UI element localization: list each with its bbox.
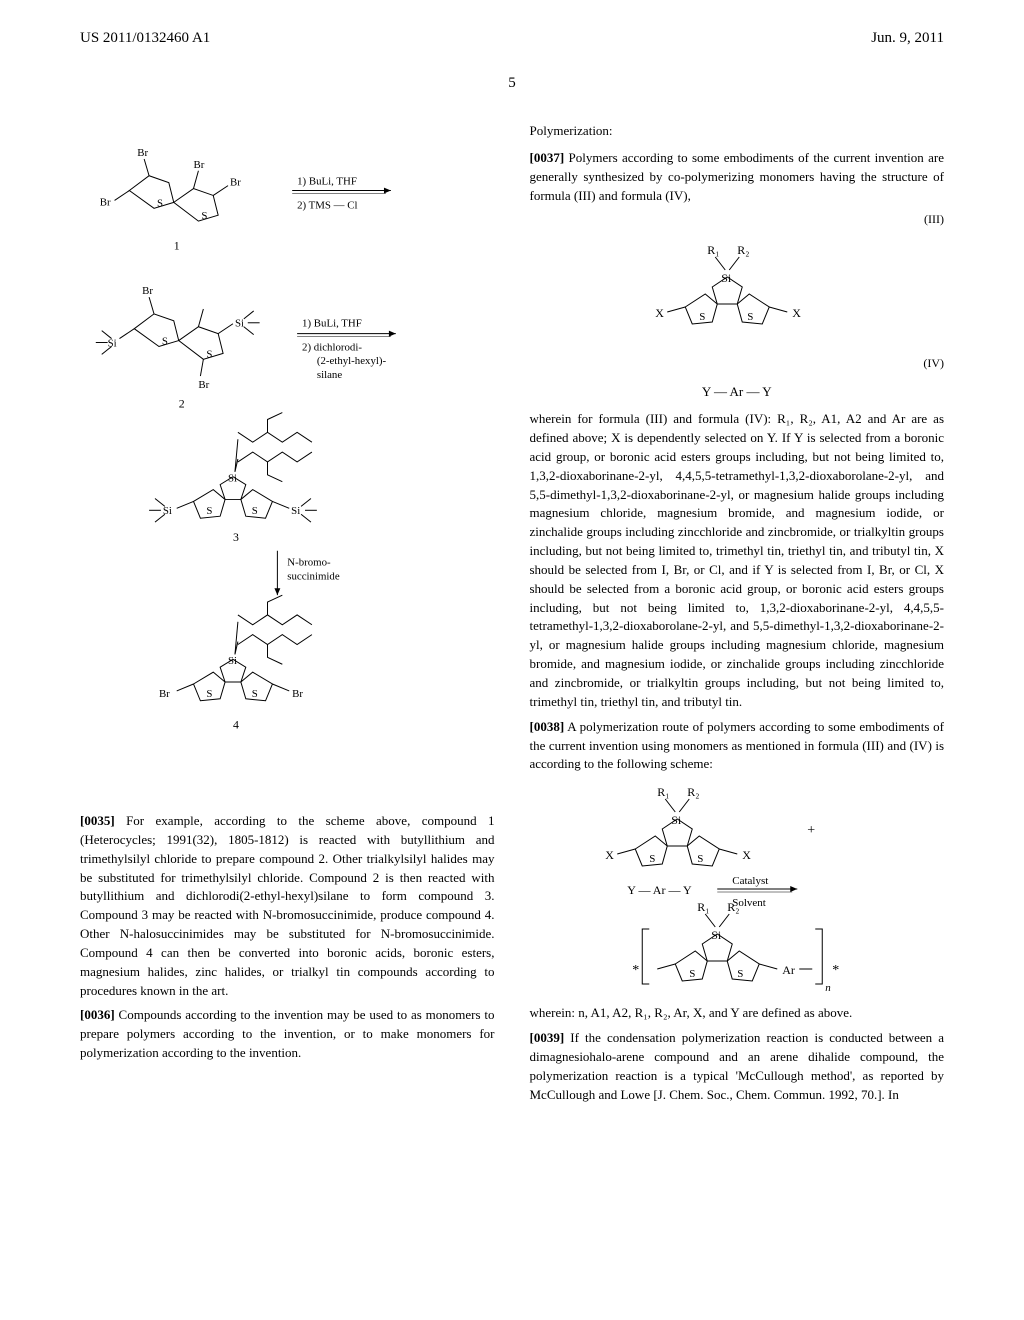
formula-IV-structure: Y — Ar — Y <box>530 375 945 410</box>
svg-text:Y — Ar — Y: Y — Ar — Y <box>627 883 692 897</box>
svg-text:silane: silane <box>317 369 342 381</box>
svg-text:Si: Si <box>291 505 300 517</box>
content-area: S S Br Br Br Br 1) BuLi, THF 2) TMS — Cl <box>0 117 1024 1110</box>
svg-text:Br: Br <box>193 159 204 171</box>
paragraph-formula-desc: wherein for formula (III) and formula (I… <box>530 410 945 712</box>
formula-IV-text: Y — Ar — Y <box>702 384 772 399</box>
para-text-0035: For example, according to the scheme abo… <box>80 813 495 998</box>
para-text-formula: wherein for formula (III) and formula (I… <box>530 411 945 709</box>
para-num-0039: [0039] <box>530 1030 565 1045</box>
svg-text:S: S <box>737 968 743 980</box>
svg-text:R₂: R₂ <box>687 785 699 799</box>
paragraph-0036: [0036] Compounds according to the invent… <box>80 1006 495 1063</box>
para-text-0036: Compounds according to the invention may… <box>80 1007 495 1060</box>
svg-text:S: S <box>252 688 258 700</box>
para-text-wherein: wherein: n, A1, A2, R₁, R₂, Ar, X, and Y… <box>530 1005 853 1020</box>
para-num-0038: [0038] <box>530 719 565 734</box>
paragraph-0039: [0039] If the condensation polymerizatio… <box>530 1029 945 1104</box>
svg-text:S: S <box>206 505 212 517</box>
svg-text:R₂: R₂ <box>727 900 739 914</box>
para-num-0037: [0037] <box>530 150 565 165</box>
polymerization-title: Polymerization: <box>530 122 945 141</box>
svg-text:X: X <box>605 848 614 862</box>
svg-text:succinimide: succinimide <box>287 570 340 582</box>
svg-text:2) TMS — Cl: 2) TMS — Cl <box>297 199 357 211</box>
svg-text:Br: Br <box>230 177 241 189</box>
svg-text:R₂: R₂ <box>737 243 749 257</box>
svg-text:1: 1 <box>174 239 180 253</box>
paragraph-wherein: wherein: n, A1, A2, R₁, R₂, Ar, X, and Y… <box>530 1004 945 1023</box>
svg-text:Br: Br <box>159 688 170 700</box>
paragraph-0037: [0037] Polymers according to some embodi… <box>530 149 945 206</box>
svg-text:S: S <box>697 853 703 865</box>
svg-text:n: n <box>825 982 831 994</box>
svg-text:+: + <box>807 823 815 838</box>
svg-text:Br: Br <box>292 688 303 700</box>
para-text-0039: If the condensation polymerization react… <box>530 1030 945 1102</box>
svg-text:S: S <box>252 505 258 517</box>
svg-text:S: S <box>747 311 753 323</box>
para-text-0038: A polymerization route of polymers accor… <box>530 719 945 772</box>
svg-text:S: S <box>206 688 212 700</box>
svg-text:Catalyst: Catalyst <box>732 875 768 887</box>
svg-text:Br: Br <box>137 147 148 159</box>
synthesis-scheme: S S Br Br Br Br 1) BuLi, THF 2) TMS — Cl <box>80 117 495 797</box>
svg-text:*: * <box>632 963 639 978</box>
svg-text:R₁: R₁ <box>657 785 669 799</box>
svg-text:S: S <box>206 348 212 360</box>
svg-text:Si: Si <box>108 337 117 349</box>
svg-text:Si: Si <box>235 318 244 330</box>
patent-date: Jun. 9, 2011 <box>871 30 944 47</box>
svg-text:S: S <box>162 335 168 347</box>
svg-text:X: X <box>655 306 664 320</box>
svg-text:3: 3 <box>233 530 239 544</box>
svg-text:R₁: R₁ <box>707 243 719 257</box>
svg-text:X: X <box>792 306 801 320</box>
right-column: Polymerization: [0037] Polymers accordin… <box>530 117 945 1110</box>
para-num-0035: [0035] <box>80 813 115 828</box>
svg-text:S: S <box>201 210 207 222</box>
svg-text:1) BuLi, THF: 1) BuLi, THF <box>302 318 362 330</box>
svg-text:Br: Br <box>198 379 209 391</box>
svg-text:N-bromo-: N-bromo- <box>287 557 331 569</box>
para-num-0036: [0036] <box>80 1007 115 1022</box>
page-header: US 2011/0132460 A1 Jun. 9, 2011 <box>0 0 1024 57</box>
svg-text:1) BuLi, THF: 1) BuLi, THF <box>297 176 357 188</box>
scheme-svg: S S Br Br Br Br 1) BuLi, THF 2) TMS — Cl <box>80 117 495 797</box>
svg-text:Ar: Ar <box>782 963 795 977</box>
poly-scheme-svg: R₁ R₂ Si S S X X + Y — Ar — Y <box>530 784 945 994</box>
svg-text:2) dichlorodi-: 2) dichlorodi- <box>302 341 362 353</box>
polymerization-scheme: R₁ R₂ Si S S X X + Y — Ar — Y <box>530 784 945 994</box>
svg-text:Br: Br <box>142 285 153 297</box>
formula-III-svg: R₁ R₂ Si S S X X <box>530 237 945 347</box>
left-column: S S Br Br Br Br 1) BuLi, THF 2) TMS — Cl <box>80 117 495 1110</box>
svg-text:4: 4 <box>233 717 239 731</box>
paragraph-0035: [0035] For example, according to the sch… <box>80 812 495 1000</box>
formula-IV-label: (IV) <box>530 355 945 372</box>
svg-text:R₁: R₁ <box>697 900 709 914</box>
svg-text:X: X <box>742 848 751 862</box>
svg-text:S: S <box>649 853 655 865</box>
formula-III-structure: R₁ R₂ Si S S X X <box>530 237 945 347</box>
formula-III-label: (III) <box>530 211 945 228</box>
svg-text:S: S <box>157 197 163 209</box>
page-number: 5 <box>0 57 1024 117</box>
patent-number: US 2011/0132460 A1 <box>80 30 210 47</box>
svg-text:Si: Si <box>163 505 172 517</box>
svg-text:2: 2 <box>179 397 185 411</box>
svg-text:S: S <box>699 311 705 323</box>
svg-text:S: S <box>689 968 695 980</box>
svg-text:Br: Br <box>100 196 111 208</box>
svg-text:(2-ethyl-hexyl)-: (2-ethyl-hexyl)- <box>317 355 387 367</box>
para-text-0037: Polymers according to some embodiments o… <box>530 150 945 203</box>
svg-text:*: * <box>832 963 839 978</box>
paragraph-0038: [0038] A polymerization route of polymer… <box>530 718 945 775</box>
